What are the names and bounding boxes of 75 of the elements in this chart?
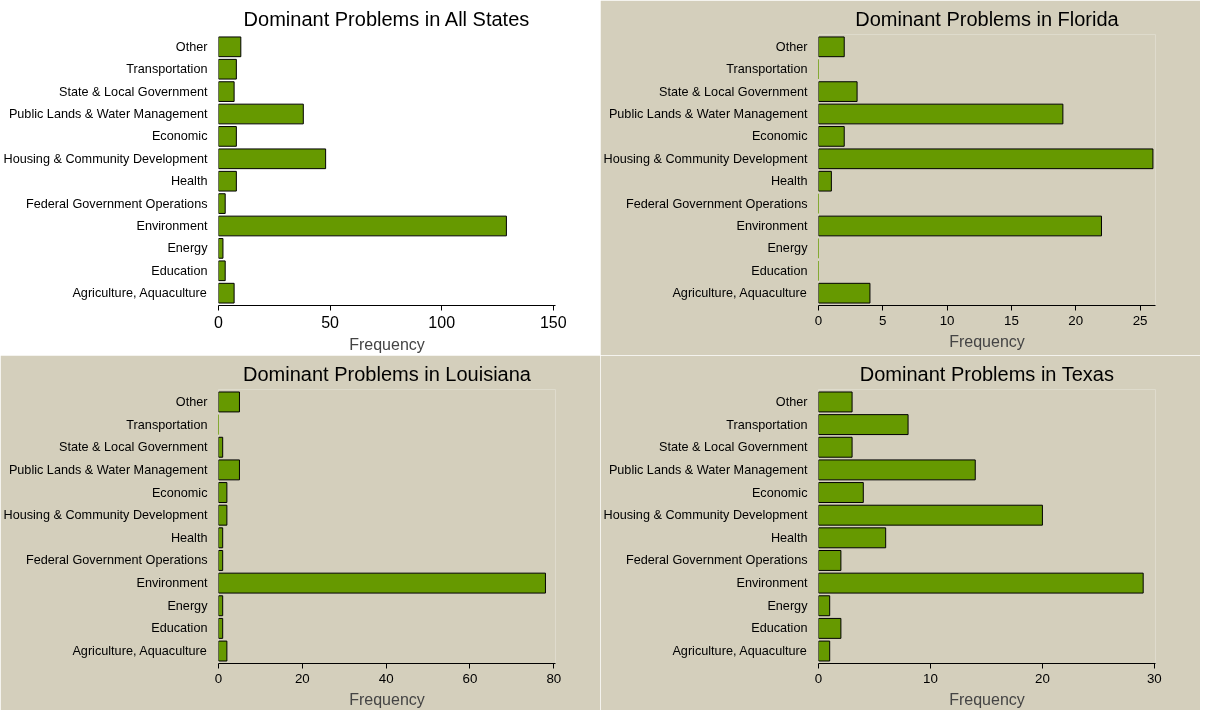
y-tick-label: Housing & Community Development: [603, 151, 808, 166]
y-tick-label: Health: [170, 174, 208, 189]
x-tick-label: 80: [546, 670, 562, 686]
y-tick-label: State & Local Government: [659, 84, 808, 99]
x-tick-label: 0: [214, 313, 224, 331]
y-tick-label: Education: [751, 621, 808, 636]
y-tick-label: Transportation: [726, 417, 808, 432]
y-tick-label: Environment: [736, 218, 808, 233]
y-tick-label: Other: [775, 394, 808, 409]
y-tick-label: Economic: [151, 129, 208, 144]
x-tick-label: 60: [462, 670, 478, 686]
y-tick-label: Environment: [136, 576, 208, 591]
x-tick-label: 20: [1068, 312, 1084, 328]
x-tick-label: 100: [428, 313, 456, 331]
y-tick-label: Public Lands & Water Management: [8, 107, 208, 122]
y-tick-label: Transportation: [126, 417, 208, 432]
x-tick-label: 10: [939, 312, 955, 328]
x-tick-label: 0: [214, 670, 223, 686]
y-tick-label: Education: [751, 263, 808, 278]
y-tick-label: State & Local Government: [659, 440, 808, 455]
y-tick-label: Agriculture, Aquaculture: [672, 286, 807, 301]
x-tick-label: 15: [1004, 312, 1019, 328]
chart-title: Dominant Problems in Louisiana: [243, 362, 532, 385]
y-tick-label: Education: [151, 263, 208, 278]
y-tick-label: Public Lands & Water Management: [8, 462, 208, 477]
x-axis-title: Frequency: [949, 690, 1025, 708]
y-tick-label: Education: [151, 621, 208, 636]
y-tick-label: Health: [770, 530, 808, 545]
y-tick-label: Agriculture, Aquaculture: [72, 644, 207, 659]
y-tick-label: Energy: [167, 241, 209, 256]
y-tick-label: Economic: [751, 485, 808, 500]
y-tick-label: Energy: [167, 598, 209, 613]
x-tick-label: 20: [1035, 670, 1050, 686]
x-axis-title: Frequency: [349, 335, 425, 353]
chart-title: Dominant Problems in All States: [243, 7, 530, 30]
y-tick-label: Environment: [136, 218, 208, 233]
y-tick-label: Federal Government Operations: [26, 196, 208, 211]
y-tick-label: Public Lands & Water Management: [608, 462, 808, 477]
x-axis-title: Frequency: [949, 332, 1025, 350]
y-tick-label: Economic: [751, 129, 808, 144]
x-tick-label: 10: [923, 670, 938, 686]
y-tick-label: State & Local Government: [59, 440, 208, 455]
y-tick-label: Housing & Community Development: [603, 508, 808, 523]
y-tick-label: Environment: [736, 576, 808, 591]
y-tick-label: Other: [175, 39, 208, 54]
y-tick-label: Economic: [151, 485, 208, 500]
x-tick-label: 0: [814, 312, 823, 328]
x-tick-label: 50: [321, 313, 340, 331]
y-tick-label: Energy: [767, 241, 809, 256]
y-tick-label: Transportation: [726, 62, 808, 77]
chart-title: Dominant Problems in Florida: [855, 7, 1120, 30]
x-tick-label: 150: [539, 313, 567, 331]
y-tick-label: Federal Government Operations: [626, 196, 808, 211]
x-tick-label: 5: [879, 312, 887, 328]
x-axis-title: Frequency: [349, 690, 425, 708]
y-tick-label: State & Local Government: [59, 84, 208, 99]
y-tick-label: Agriculture, Aquaculture: [72, 286, 207, 301]
y-tick-label: Other: [175, 394, 208, 409]
chart-title: Dominant Problems in Texas: [859, 362, 1114, 385]
y-tick-label: Public Lands & Water Management: [608, 107, 808, 122]
y-tick-label: Energy: [767, 598, 809, 613]
x-tick-label: 25: [1132, 312, 1148, 328]
y-tick-label: Health: [770, 174, 808, 189]
y-tick-label: Agriculture, Aquaculture: [672, 644, 807, 659]
y-tick-label: Housing & Community Development: [3, 151, 208, 166]
x-tick-label: 20: [294, 670, 310, 686]
y-tick-label: Health: [170, 530, 208, 545]
y-tick-label: Other: [775, 39, 808, 54]
x-tick-label: 30: [1146, 670, 1162, 686]
y-tick-label: Transportation: [126, 62, 208, 77]
x-tick-label: 40: [378, 670, 394, 686]
y-tick-label: Federal Government Operations: [626, 553, 808, 568]
y-tick-label: Housing & Community Development: [3, 508, 208, 523]
x-tick-label: 0: [814, 670, 823, 686]
y-tick-label: Federal Government Operations: [26, 553, 208, 568]
